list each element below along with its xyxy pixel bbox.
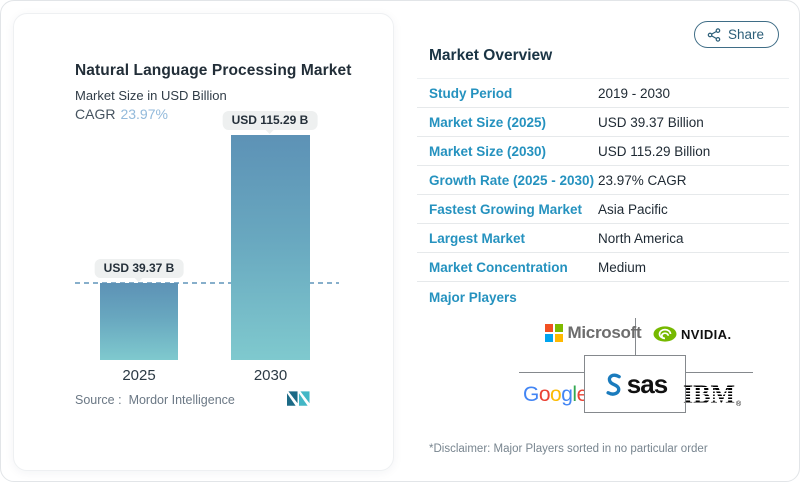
nvidia-wordmark: NVIDIA. [681, 326, 732, 342]
table-row: Study Period 2019 - 2030 [417, 79, 789, 108]
row-label: Largest Market [429, 230, 526, 246]
reference-dashed-line [75, 282, 339, 284]
row-value: North America [598, 230, 684, 246]
connector-line [519, 372, 584, 373]
cagr-value: 23.97% [120, 106, 168, 122]
chart-cagr: CAGR 23.97% [75, 106, 168, 122]
google-letter: o [550, 383, 562, 406]
row-value: USD 39.37 Billion [598, 114, 704, 130]
microsoft-squares-icon [545, 324, 563, 342]
pill-caret-icon [265, 129, 275, 134]
google-letter: l [572, 383, 577, 406]
sas-logo: sas [584, 355, 686, 413]
row-label: Market Size (2030) [429, 143, 547, 159]
google-letter: g [561, 383, 573, 406]
table-row: Market Size (2030) USD 115.29 Billion [417, 137, 789, 166]
disclaimer-text: *Disclaimer: Major Players sorted in no … [429, 443, 708, 455]
ibm-wordmark: IBM [683, 380, 735, 409]
source-attribution: Source : Mordor Intelligence [75, 393, 333, 407]
nvidia-eye-icon [653, 326, 677, 342]
major-players-diagram: Microsoft NVIDIA. Google sas IBM [417, 314, 789, 418]
bar-2025[interactable] [100, 283, 178, 360]
ibm-logo: IBM ® [683, 380, 742, 409]
table-row: Major Players [417, 282, 789, 312]
x-axis-label-2025: 2025 [122, 367, 156, 384]
google-letter: o [538, 383, 551, 406]
bar-value-label-2025: USD 39.37 B [94, 259, 184, 282]
row-value: Medium [598, 259, 647, 275]
bar-value-label-2030: USD 115.29 B [222, 111, 318, 134]
bar-chart: USD 39.37 B USD 115.29 B 2025 2030 [75, 14, 339, 384]
share-button-label: Share [727, 27, 764, 42]
row-label: Study Period [429, 85, 513, 101]
sas-wordmark: sas [626, 369, 668, 399]
x-axis-label-2030: 2030 [253, 367, 288, 384]
google-letter: G [523, 383, 539, 406]
row-value: USD 115.29 Billion [598, 143, 711, 159]
table-row: Market Size (2025) USD 39.37 Billion [417, 108, 789, 137]
row-label: Growth Rate (2025 - 2030) [429, 172, 595, 188]
market-overview-panel: Market Overview Study Period 2019 - 2030… [417, 47, 789, 455]
row-label: Fastest Growing Market [429, 201, 583, 217]
connector-line [635, 318, 636, 355]
row-value: 2019 - 2030 [598, 85, 671, 101]
row-value: Asia Pacific [598, 201, 668, 217]
mordor-intelligence-logo-icon [287, 391, 310, 406]
cagr-label: CAGR [75, 106, 116, 122]
share-nodes-icon [707, 27, 721, 42]
bar-2030[interactable] [231, 135, 310, 360]
source-label: Source : [75, 393, 122, 407]
row-value: 23.97% CAGR [598, 172, 687, 188]
chart-subtitle: Market Size in USD Billion [75, 88, 227, 103]
share-button[interactable]: Share [693, 21, 779, 48]
connector-line [686, 372, 753, 373]
source-value: Mordor Intelligence [128, 393, 235, 407]
table-row: Market Concentration Medium [417, 253, 789, 282]
google-letter: e [576, 383, 589, 406]
major-players-label: Major Players [429, 289, 517, 305]
sas-swirl-icon [606, 373, 621, 396]
ibm-registered-mark: ® [736, 401, 742, 408]
google-logo: Google [523, 383, 588, 407]
overview-title: Market Overview [417, 47, 789, 79]
table-row: Largest Market North America [417, 224, 789, 253]
market-chart-card: Natural Language Processing Market Marke… [13, 13, 394, 471]
pill-caret-icon [133, 277, 144, 282]
row-label: Market Size (2025) [429, 114, 547, 130]
microsoft-logo: Microsoft [545, 323, 642, 343]
nvidia-logo: NVIDIA. [653, 326, 731, 342]
row-label: Market Concentration [429, 259, 568, 275]
table-row: Growth Rate (2025 - 2030) 23.97% CAGR [417, 166, 789, 195]
microsoft-wordmark: Microsoft [567, 323, 642, 342]
table-row: Fastest Growing Market Asia Pacific [417, 195, 789, 224]
chart-title: Natural Language Processing Market [75, 62, 352, 79]
